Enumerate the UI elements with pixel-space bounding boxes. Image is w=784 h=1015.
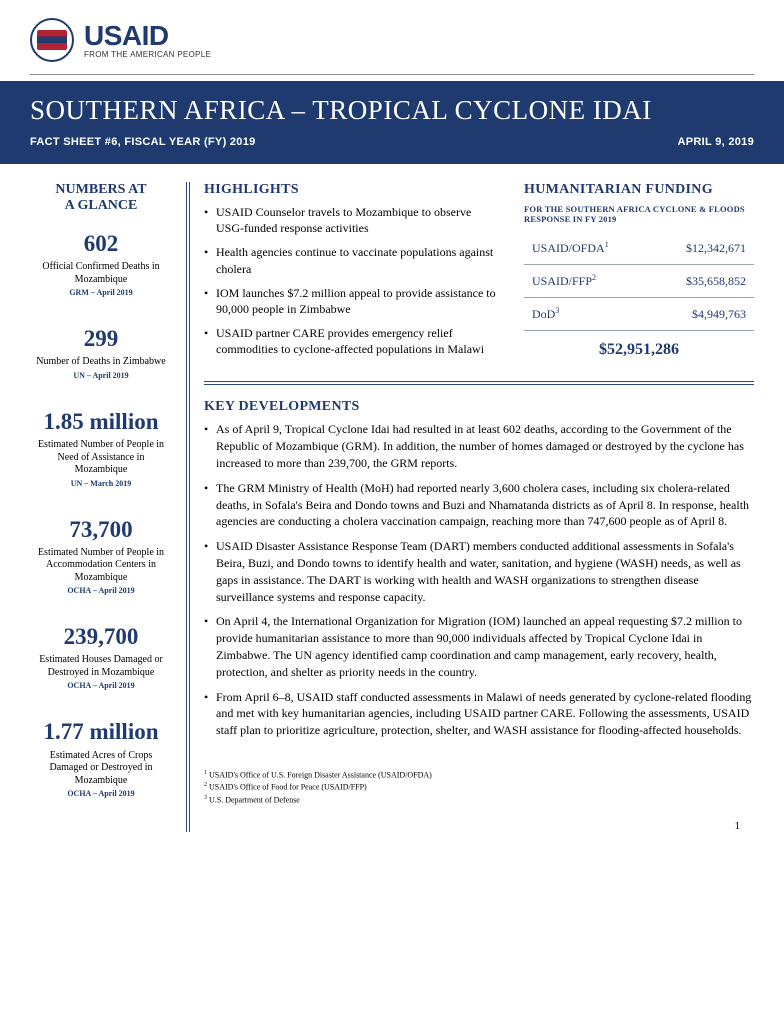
highlight-item: USAID partner CARE provides emergency re… [204,325,500,357]
highlight-item: Health agencies continue to vaccinate po… [204,244,500,276]
stat-value: 602 [30,232,172,256]
funding-row: DoD3 $4,949,763 [524,298,754,331]
funding-sup: 1 [605,240,609,249]
funding-sup: 3 [555,306,559,315]
title-band: SOUTHERN AFRICA – TROPICAL CYCLONE IDAI … [0,81,784,164]
header-rule [30,74,754,75]
stat-desc: Official Confirmed Deaths in Mozambique [30,261,172,286]
highlights-section: HIGHLIGHTS USAID Counselor travels to Mo… [204,182,500,367]
funding-section: HUMANITARIAN FUNDING FOR THE SOUTHERN AF… [524,182,754,367]
funding-label: USAID/OFDA1 [524,232,650,265]
title-sub-row: FACT SHEET #6, FISCAL YEAR (FY) 2019 APR… [30,136,754,148]
funding-label-text: USAID/OFDA [532,241,605,255]
funding-heading: HUMANITARIAN FUNDING [524,182,754,198]
key-dev-item: On April 4, the International Organizati… [204,613,754,680]
funding-subheading: FOR THE SOUTHERN AFRICA CYCLONE & FLOODS… [524,204,754,224]
stat-value: 1.85 million [30,410,172,434]
stat-block: 299 Number of Deaths in Zimbabwe UN – Ap… [30,327,172,380]
funding-row: USAID/FFP2 $35,658,852 [524,265,754,298]
stat-block: 602 Official Confirmed Deaths in Mozambi… [30,232,172,297]
stat-source: OCHA – April 2019 [30,789,172,798]
stat-value: 239,700 [30,625,172,649]
stat-block: 1.85 million Estimated Number of People … [30,410,172,488]
stat-source: OCHA – April 2019 [30,586,172,595]
funding-label-text: USAID/FFP [532,274,592,288]
funding-amount: $35,658,852 [650,265,754,298]
stat-source: UN – March 2019 [30,479,172,488]
funding-amount: $12,342,671 [650,232,754,265]
footnote-text: USAID's Office of Food for Peace (USAID/… [209,783,367,792]
funding-total: $52,951,286 [524,331,754,368]
key-devs-heading: KEY DEVELOPMENTS [204,399,754,415]
logo-wordmark: USAID [84,22,211,50]
key-dev-item: USAID Disaster Assistance Response Team … [204,538,754,605]
footnote-text: U.S. Department of Defense [209,795,300,804]
funding-label: DoD3 [524,298,650,331]
document-date: APRIL 9, 2019 [678,136,754,148]
funding-label: USAID/FFP2 [524,265,650,298]
page-number: 1 [204,820,754,832]
sidebar-heading-l1: NUMBERS AT [55,182,146,197]
key-developments-section: KEY DEVELOPMENTS As of April 9, Tropical… [204,399,754,739]
logo-text: USAID FROM THE AMERICAN PEOPLE [84,22,211,59]
footnote-text: USAID's Office of U.S. Foreign Disaster … [209,771,432,780]
stat-desc: Estimated Number of People in Need of As… [30,439,172,477]
footnote: 2 USAID's Office of Food for Peace (USAI… [204,781,754,793]
footnote-sup: 3 [204,795,207,801]
key-dev-item: From April 6–8, USAID staff conducted as… [204,689,754,739]
content-area: NUMBERS AT A GLANCE 602 Official Confirm… [0,164,784,850]
main-column: HIGHLIGHTS USAID Counselor travels to Mo… [190,182,754,832]
document-title-text: SOUTHERN AFRICA – TROPICAL CYCLONE IDAI [30,95,652,125]
funding-amount: $4,949,763 [650,298,754,331]
highlight-item: IOM launches $7.2 million appeal to prov… [204,285,500,317]
sidebar-numbers: NUMBERS AT A GLANCE 602 Official Confirm… [30,182,190,832]
key-devs-list: As of April 9, Tropical Cyclone Idai had… [204,421,754,739]
funding-table: USAID/OFDA1 $12,342,671 USAID/FFP2 $35,6… [524,232,754,367]
key-dev-item: As of April 9, Tropical Cyclone Idai had… [204,421,754,471]
section-double-rule [204,381,754,385]
factsheet-label: FACT SHEET #6, FISCAL YEAR (FY) 2019 [30,136,256,148]
sidebar-heading-l2: A GLANCE [65,198,138,213]
footnote: 3 U.S. Department of Defense [204,794,754,806]
footnotes: 1 USAID's Office of U.S. Foreign Disaste… [204,769,754,806]
footnote: 1 USAID's Office of U.S. Foreign Disaste… [204,769,754,781]
stat-block: 239,700 Estimated Houses Damaged or Dest… [30,625,172,690]
stat-block: 73,700 Estimated Number of People in Acc… [30,518,172,596]
highlight-item: USAID Counselor travels to Mozambique to… [204,204,500,236]
stat-source: GRM – April 2019 [30,288,172,297]
funding-label-text: DoD [532,307,555,321]
usaid-seal-icon [30,18,74,62]
top-row: HIGHLIGHTS USAID Counselor travels to Mo… [204,182,754,367]
footnote-sup: 2 [204,782,207,788]
stat-desc: Estimated Houses Damaged or Destroyed in… [30,654,172,679]
logo-tagline: FROM THE AMERICAN PEOPLE [84,50,211,59]
funding-row: USAID/OFDA1 $12,342,671 [524,232,754,265]
document-title: SOUTHERN AFRICA – TROPICAL CYCLONE IDAI [30,95,754,126]
seal-inner-icon [37,30,67,50]
stat-block: 1.77 million Estimated Acres of Crops Da… [30,720,172,798]
highlights-list: USAID Counselor travels to Mozambique to… [204,204,500,358]
stat-value: 1.77 million [30,720,172,744]
highlights-heading: HIGHLIGHTS [204,182,500,198]
sidebar-heading: NUMBERS AT A GLANCE [30,182,172,214]
stat-desc: Number of Deaths in Zimbabwe [30,356,172,369]
header-logo-area: USAID FROM THE AMERICAN PEOPLE [0,0,784,74]
funding-sup: 2 [592,273,596,282]
stat-value: 73,700 [30,518,172,542]
footnote-sup: 1 [204,770,207,776]
stat-source: OCHA – April 2019 [30,681,172,690]
stat-source: UN – April 2019 [30,371,172,380]
key-dev-item: The GRM Ministry of Health (MoH) had rep… [204,480,754,530]
funding-total-row: $52,951,286 [524,331,754,368]
stat-desc: Estimated Number of People in Accommodat… [30,547,172,585]
stat-value: 299 [30,327,172,351]
stat-desc: Estimated Acres of Crops Damaged or Dest… [30,750,172,788]
